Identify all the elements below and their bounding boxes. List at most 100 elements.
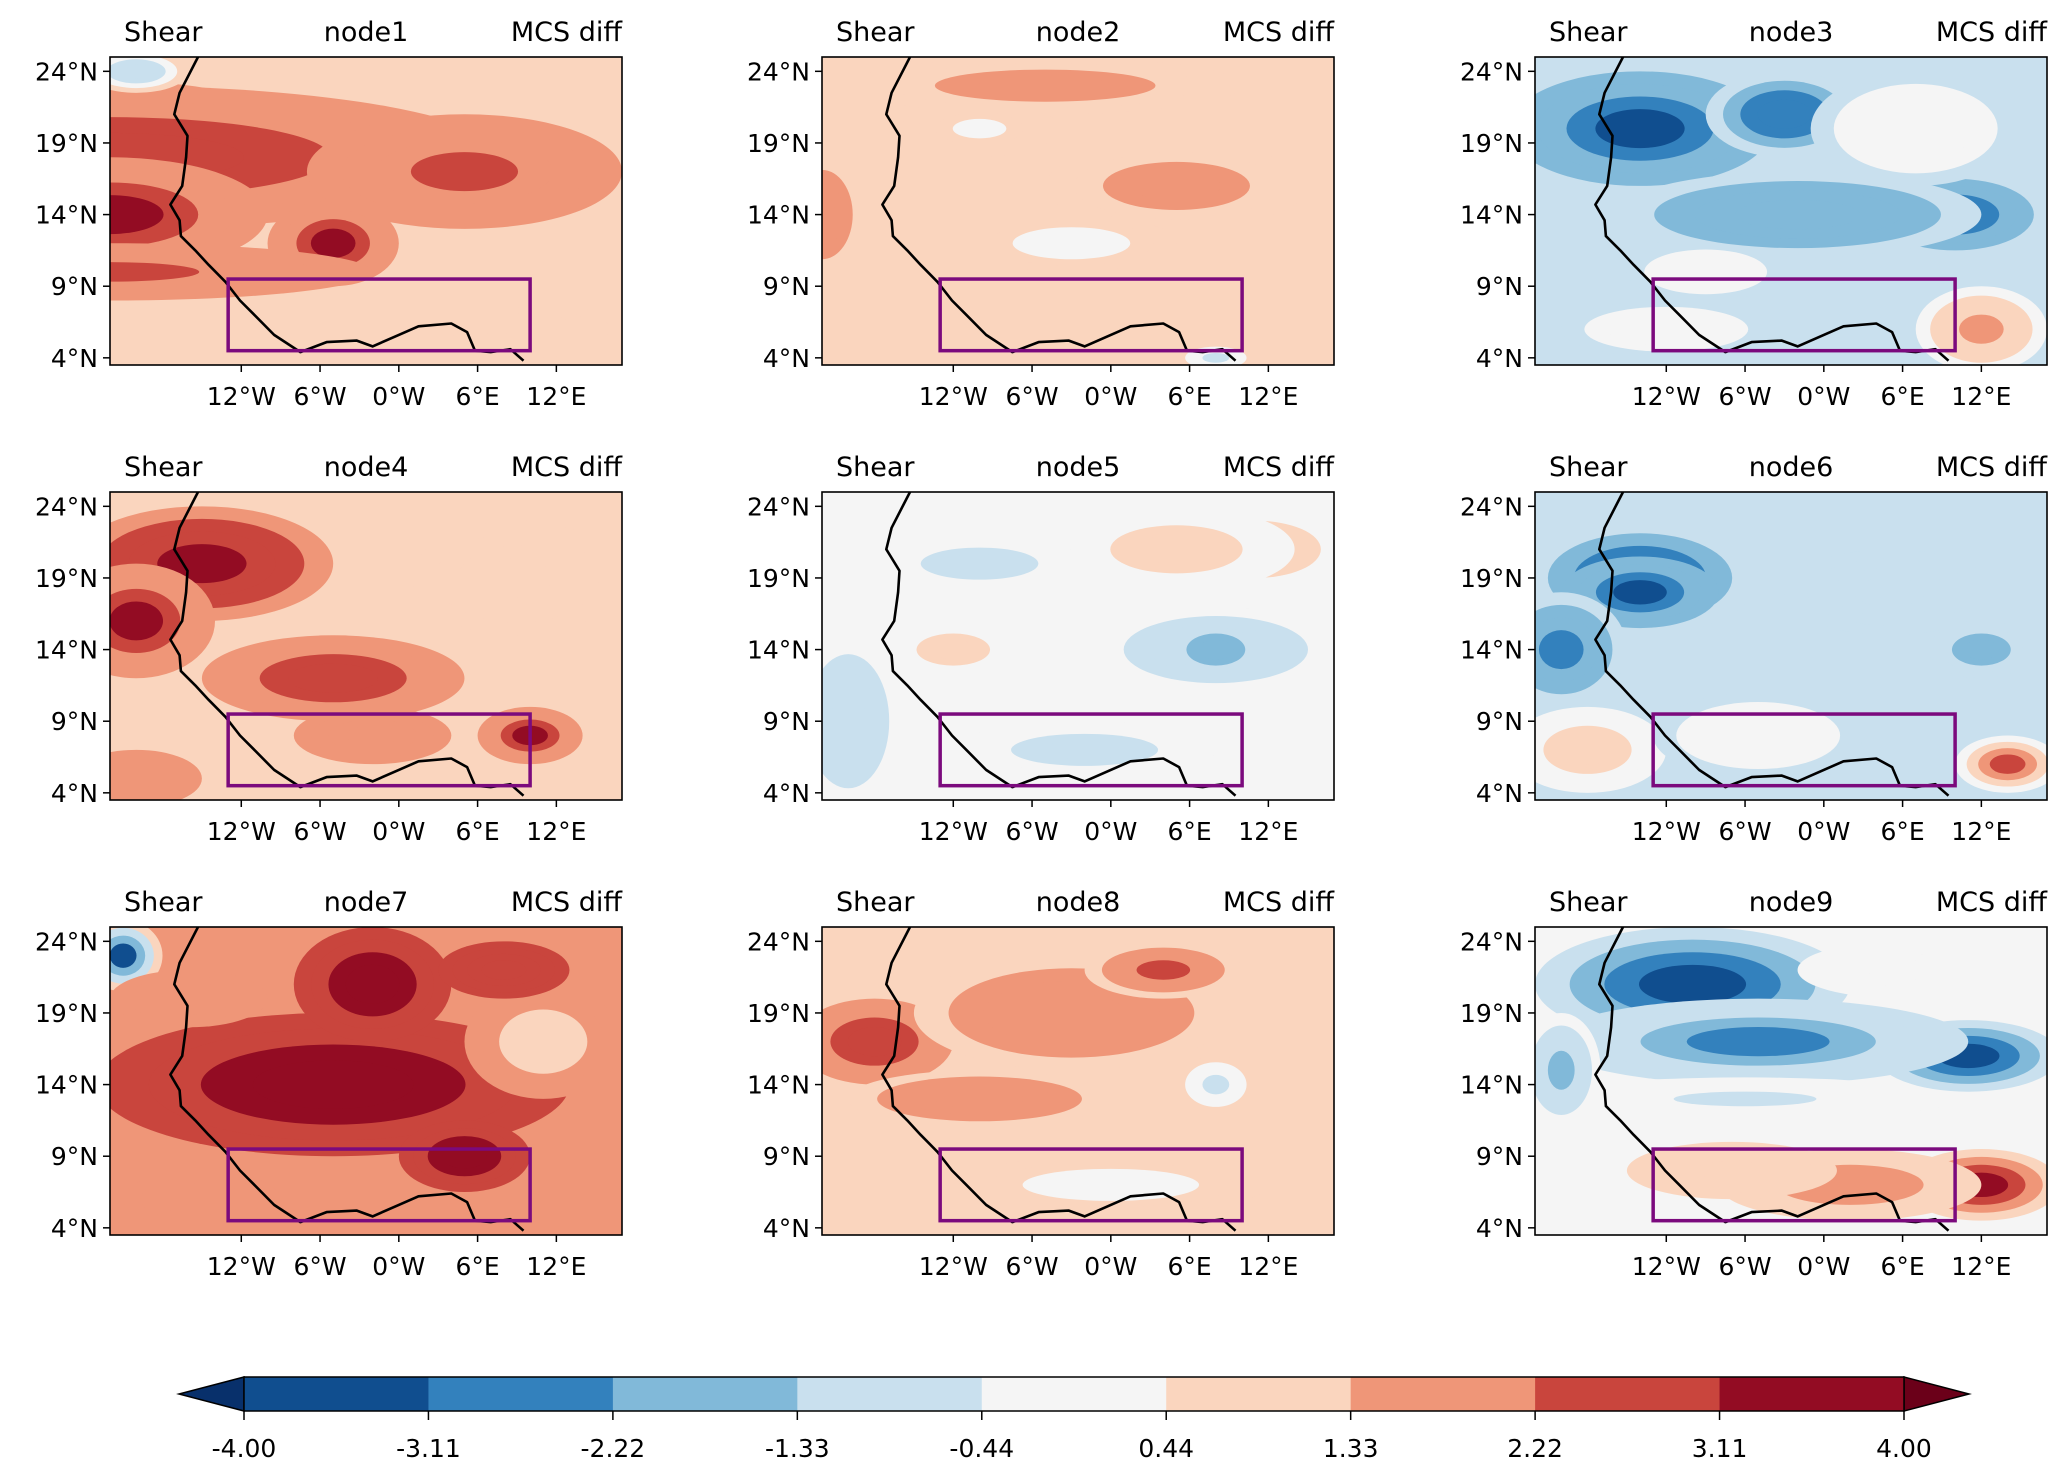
x-tick-label: 12°E [1238, 382, 1298, 411]
y-tick-label: 14°N [35, 1071, 98, 1100]
panel-title-left: Shear [836, 452, 915, 483]
contour-region [113, 768, 159, 789]
y-tick-label: 24°N [1460, 927, 1523, 956]
panel-title-left: Shear [836, 887, 915, 918]
x-tick-label: 12°E [526, 817, 586, 846]
y-tick-label: 9°N [1476, 707, 1523, 736]
map-panel-node4: Shear node4 MCS diff 4°N 9°N 14°N 19°N 24°N 12°W… [35, 452, 623, 846]
colorbar-tick-label: 0.44 [1138, 1434, 1194, 1463]
contour-region [1131, 171, 1222, 201]
x-tick-label: 6°W [1005, 817, 1058, 846]
colorbar-segment [797, 1377, 983, 1411]
y-tick-label: 14°N [1460, 1071, 1523, 1100]
region-box [938, 277, 1244, 353]
panel-title-node: node4 [324, 452, 409, 483]
colorbar-tick-label: -1.33 [765, 1434, 830, 1463]
y-tick-label: 19°N [1460, 129, 1523, 158]
panel-title-right: MCS diff [1223, 452, 1336, 483]
x-tick-label: 0°W [1084, 382, 1137, 411]
y-tick-label: 14°N [1460, 636, 1523, 665]
y-tick-label: 14°N [35, 201, 98, 230]
contour-region [1560, 735, 1615, 765]
x-tick-label: 6°E [455, 1252, 499, 1281]
contour-region [110, 601, 164, 641]
y-tick-label: 19°N [35, 999, 98, 1028]
x-tick-label: 6°E [1880, 382, 1924, 411]
colorbar-tick-label: -3.11 [396, 1434, 461, 1463]
y-tick-label: 24°N [35, 927, 98, 956]
contour-region [1202, 352, 1230, 363]
y-tick-label: 4°N [1476, 1214, 1523, 1243]
axes-frame [821, 56, 1335, 366]
x-tick-label: 12°W [207, 1252, 276, 1281]
x-tick-label: 6°W [1718, 382, 1771, 411]
y-tick-label: 24°N [747, 927, 810, 956]
y-tick-label: 9°N [1476, 272, 1523, 301]
coastline [1594, 927, 1950, 1232]
colorbar-tick-label: -2.22 [581, 1434, 646, 1463]
y-tick-label: 24°N [1460, 57, 1523, 86]
contour-region [175, 1189, 229, 1209]
contour-region [310, 228, 356, 258]
y-tick-label: 9°N [51, 1142, 98, 1171]
contour-region [1630, 319, 1702, 339]
colorbar-extend-min [176, 1376, 245, 1412]
contour-region [1547, 1050, 1575, 1090]
contour-region [1538, 630, 1584, 670]
panel-title-node: node9 [1749, 887, 1834, 918]
region-box [938, 1147, 1244, 1223]
y-tick-label: 4°N [51, 344, 98, 373]
x-tick-label: 12°E [526, 382, 586, 411]
x-tick-label: 0°W [1084, 1252, 1137, 1281]
contour-field [1535, 927, 2047, 1235]
panel-title-node: node6 [1749, 452, 1834, 483]
x-tick-label: 12°W [919, 1252, 988, 1281]
panel-title-node: node3 [1749, 17, 1834, 48]
y-tick-label: 19°N [35, 129, 98, 158]
panel-title-left: Shear [1549, 887, 1628, 918]
x-tick-label: 12°E [1238, 817, 1298, 846]
panel-title-right: MCS diff [1936, 452, 2049, 483]
x-tick-label: 12°E [1951, 817, 2011, 846]
y-tick-label: 4°N [763, 344, 810, 373]
coastline [169, 57, 525, 362]
contour-region [161, 988, 216, 1009]
contour-region [345, 964, 400, 1004]
panel-title-right: MCS diff [511, 452, 624, 483]
contour-region [847, 1026, 902, 1057]
y-tick-label: 4°N [1476, 779, 1523, 808]
y-tick-label: 14°N [1460, 201, 1523, 230]
x-tick-label: 6°E [1880, 1252, 1924, 1281]
panel-title-node: node7 [324, 887, 409, 918]
contour-region [943, 553, 1016, 574]
x-tick-label: 12°E [1951, 382, 2011, 411]
contour-region [1880, 109, 1952, 149]
map-panel-node8: Shear node8 MCS diff 4°N 9°N 14°N 19°N 24°N 12°W… [747, 887, 1335, 1281]
contour-region [1638, 964, 1747, 1004]
x-tick-label: 6°W [293, 1252, 346, 1281]
map-panel-node6: Shear node6 MCS diff 4°N 9°N 14°N 19°N 24°N 12°W… [1460, 452, 2049, 846]
y-tick-label: 19°N [1460, 564, 1523, 593]
x-tick-label: 12°W [1632, 1252, 1701, 1281]
contour-region [934, 1089, 1025, 1109]
x-tick-label: 12°W [207, 382, 276, 411]
colorbar-tick-label: -4.00 [212, 1434, 277, 1463]
x-tick-label: 0°W [1797, 382, 1850, 411]
map-panel-node2: Shear node2 MCS diff 4°N 9°N 14°N 19°N 24°N 12°W… [747, 17, 1335, 411]
y-tick-label: 9°N [51, 272, 98, 301]
contour-field [110, 57, 622, 365]
map-panel-node3: Shear node3 MCS diff 4°N 9°N 14°N 19°N 24°N 12°W… [1460, 17, 2048, 411]
contour-field [110, 492, 622, 800]
contour-field [1535, 57, 2047, 365]
coastline [881, 927, 1237, 1232]
region-box [226, 1147, 532, 1223]
colorbar-segment [1166, 1377, 1352, 1411]
contour-region [1202, 1074, 1230, 1095]
x-tick-label: 12°W [1632, 817, 1701, 846]
y-tick-label: 9°N [763, 272, 810, 301]
contour-region [516, 1022, 571, 1062]
contour-region [252, 1060, 414, 1109]
contour-region [1963, 639, 2000, 660]
map-panel-node7: Shear node7 MCS diff 4°N 9°N 14°N 19°N 24°N 12°W… [35, 887, 623, 1281]
